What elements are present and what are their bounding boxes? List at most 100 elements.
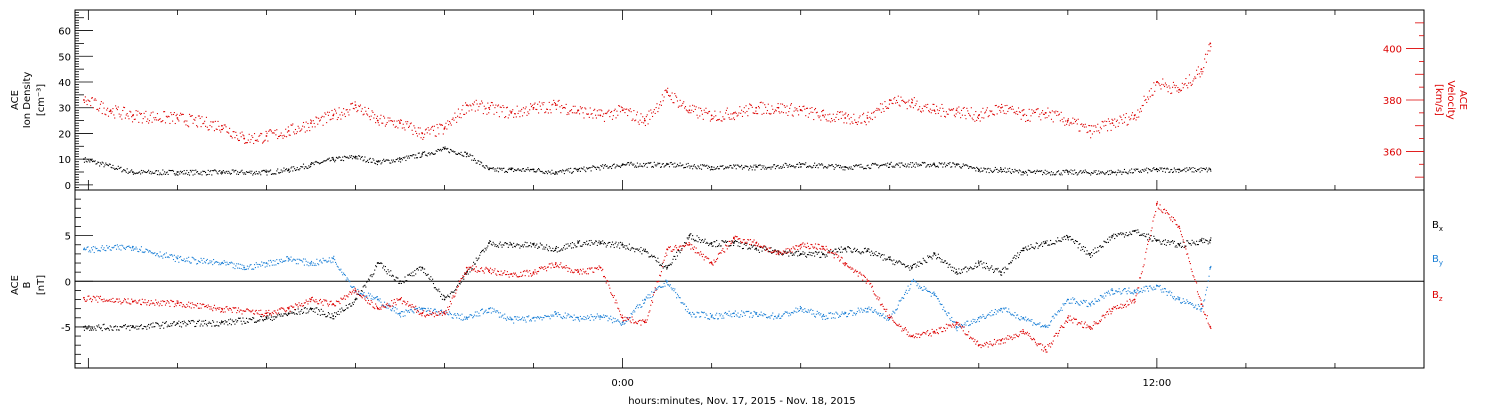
bx-dot — [502, 244, 504, 246]
velocity-point — [554, 104, 557, 107]
by-point — [332, 257, 335, 260]
density-dot — [886, 165, 888, 167]
density-dot — [244, 172, 246, 174]
bx-dot — [895, 260, 898, 262]
by-dot — [513, 322, 515, 324]
density-dot — [909, 163, 911, 166]
velocity-dot — [493, 113, 495, 115]
by-dot — [318, 260, 321, 262]
bx-dot — [1086, 250, 1088, 252]
velocity-dot — [775, 110, 777, 112]
velocity-dot — [411, 129, 413, 131]
density-dot — [467, 155, 469, 157]
velocity-dot — [1063, 117, 1065, 119]
density-dot — [443, 147, 445, 149]
by-dot — [807, 309, 809, 311]
density-dot — [344, 156, 346, 158]
by-dot — [390, 309, 392, 311]
density-dot — [434, 153, 436, 155]
by-dot — [693, 313, 695, 315]
bx-dot — [236, 321, 238, 323]
by-dot — [595, 317, 597, 319]
bx-dot — [1043, 243, 1045, 245]
velocity-dot — [1166, 86, 1168, 88]
bx-dot — [510, 243, 512, 245]
velocity-dot — [467, 105, 469, 107]
bx-dot — [520, 245, 522, 247]
density-dot — [915, 162, 917, 164]
density-dot — [899, 166, 901, 168]
bx-dot — [133, 327, 135, 329]
velocity-dot — [470, 105, 472, 107]
velocity-dot — [144, 116, 146, 118]
density-dot — [296, 167, 298, 169]
by-dot — [108, 245, 110, 248]
density-dot — [240, 170, 242, 172]
bx-point — [866, 250, 869, 253]
velocity-dot — [253, 133, 256, 135]
velocity-point — [955, 109, 958, 112]
bx-dot — [1093, 252, 1095, 255]
bx-dot — [277, 314, 279, 316]
bx-dot — [1065, 238, 1067, 240]
bx-dot — [1002, 267, 1004, 269]
velocity-dot — [397, 127, 399, 129]
bx-dot — [251, 319, 253, 321]
density-dot — [814, 166, 817, 168]
velocity-dot — [190, 115, 192, 117]
bx-dot — [83, 329, 86, 331]
density-dot — [270, 169, 272, 171]
density-dot — [685, 163, 687, 165]
bx-dot — [1182, 241, 1184, 243]
bx-dot — [1061, 237, 1063, 239]
density-dot — [473, 158, 476, 160]
bx-dot — [1147, 239, 1149, 241]
by-dot — [799, 305, 801, 308]
by-dot — [408, 310, 410, 312]
bx-dot — [861, 251, 863, 253]
velocity-dot — [416, 132, 418, 135]
density-dot — [510, 167, 512, 169]
density-dot — [450, 149, 452, 151]
by-dot — [403, 311, 405, 313]
density-dot — [791, 165, 793, 167]
velocity-dot — [1208, 44, 1210, 46]
bx-dot — [221, 320, 223, 322]
density-dot — [1131, 168, 1133, 170]
bx-dot — [586, 244, 589, 246]
density-dot — [725, 166, 727, 168]
density-dot — [613, 163, 615, 165]
density-dot — [335, 159, 337, 161]
density-dot — [912, 162, 914, 164]
by-dot — [397, 313, 399, 315]
velocity-dot — [151, 121, 153, 123]
density-dot — [1161, 167, 1163, 169]
density-dot — [1194, 167, 1196, 169]
by-dot — [334, 259, 336, 261]
density-dot — [810, 166, 812, 168]
by-dot — [163, 254, 165, 256]
velocity-dot — [985, 111, 987, 113]
density-dot — [358, 155, 360, 157]
bx-dot — [989, 267, 991, 270]
velocity-dot — [1012, 108, 1014, 110]
density-dot — [1198, 168, 1200, 170]
density-dot — [776, 165, 778, 167]
bx-dot — [440, 295, 442, 298]
density-dot — [179, 173, 181, 175]
velocity-dot — [766, 109, 768, 112]
by-dot — [577, 316, 579, 318]
density-dot — [109, 163, 111, 165]
density-dot — [630, 161, 632, 163]
density-dot — [986, 168, 988, 170]
velocity-dot — [1097, 123, 1099, 125]
velocity-dot — [912, 107, 914, 109]
bx-dot — [180, 322, 182, 324]
velocity-dot — [1014, 111, 1016, 113]
velocity-dot — [668, 95, 671, 97]
bx-dot — [551, 250, 553, 252]
density-dot — [1182, 169, 1184, 171]
density-dot — [1174, 169, 1176, 171]
bx-dot — [427, 273, 429, 275]
bx-dot — [87, 327, 89, 329]
